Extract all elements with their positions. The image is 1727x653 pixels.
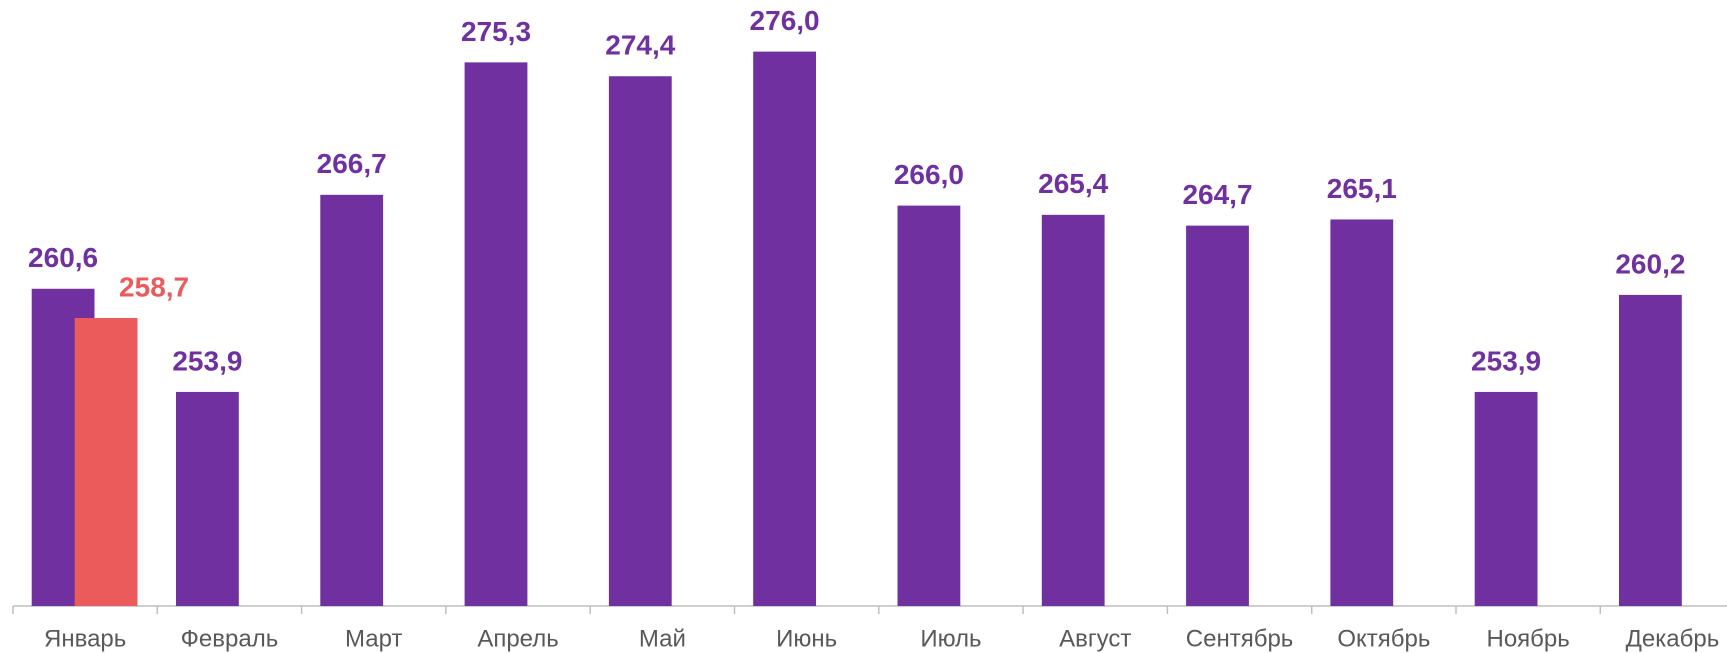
- bar: [1619, 294, 1682, 606]
- x-tick-label: Сентябрь: [1186, 625, 1294, 652]
- value-label: 253,9: [1471, 345, 1541, 376]
- bar: [608, 76, 672, 607]
- value-label: 265,4: [1038, 168, 1108, 199]
- value-label: 253,9: [172, 345, 242, 376]
- bar: [1041, 214, 1105, 606]
- bar: [753, 51, 816, 607]
- x-tick-label: Июнь: [776, 625, 837, 652]
- value-label: 276,0: [750, 5, 820, 36]
- value-label: 260,6: [28, 242, 98, 273]
- bar: [897, 205, 961, 606]
- bar: [176, 391, 239, 606]
- bar: [1186, 225, 1249, 606]
- bar: [320, 194, 384, 606]
- value-label: 260,2: [1615, 248, 1685, 279]
- value-label: 258,7: [119, 271, 189, 302]
- bar: [1330, 219, 1394, 606]
- value-label: 266,7: [317, 148, 387, 179]
- value-label: 266,0: [894, 159, 964, 190]
- x-tick-label: Октябрь: [1337, 625, 1430, 652]
- x-tick-label: Май: [639, 625, 686, 652]
- bar: [1474, 391, 1538, 606]
- x-tick-label: Июль: [920, 625, 981, 652]
- x-tick-label: Январь: [44, 625, 126, 652]
- x-tick-label: Декабрь: [1626, 625, 1720, 652]
- x-tick-label: Апрель: [477, 625, 558, 652]
- value-label: 264,7: [1182, 179, 1252, 210]
- x-tick-label: Февраль: [181, 625, 279, 652]
- x-tick-label: Ноябрь: [1487, 625, 1570, 652]
- value-label: 274,4: [605, 30, 675, 61]
- bar: [464, 62, 528, 606]
- x-tick-label: Август: [1059, 625, 1131, 652]
- x-tick-label: Март: [345, 625, 402, 652]
- value-label: 275,3: [461, 16, 531, 47]
- bar: [74, 318, 138, 606]
- value-label: 265,1: [1327, 173, 1397, 204]
